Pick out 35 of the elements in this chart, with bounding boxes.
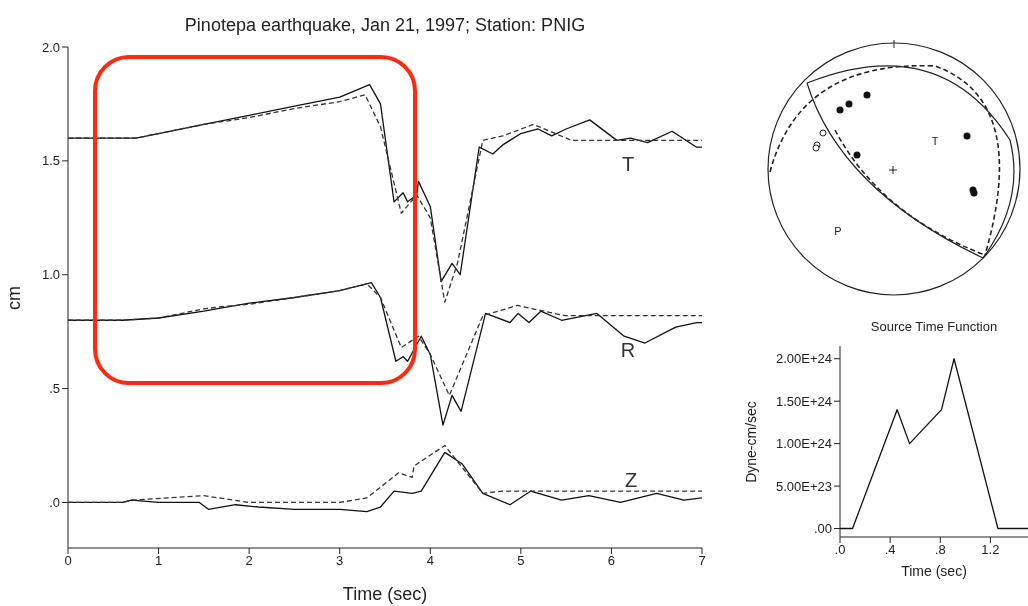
x-tick-label: .0: [834, 542, 846, 558]
line-series: [68, 444, 702, 504]
x-tick-label: 3: [336, 553, 344, 569]
chart-title: Pinotepa earthquake, Jan 21, 1997; Station: PNIG: [183, 15, 587, 36]
y-tick-label: 1.5: [41, 153, 60, 169]
y-tick-label: 1.50E+24: [775, 393, 832, 409]
x-tick-label: 4: [426, 553, 434, 569]
x-tick-label: 2: [245, 553, 253, 569]
y-tick-label: 2.0: [41, 39, 60, 55]
y-tick-label: 5.00E+23: [775, 478, 832, 494]
annotation: T: [621, 153, 635, 175]
x-tick-label: 1.2: [981, 542, 1000, 558]
x-tick-label: .4: [884, 542, 896, 558]
x-tick-label: 5: [517, 553, 525, 569]
y-tick-label: 1.00E+24: [775, 436, 832, 452]
y-tick-label: .00: [813, 521, 832, 537]
chart-title: Source Time Function: [869, 319, 999, 334]
annotation: Z: [624, 469, 638, 491]
text: T: [931, 135, 939, 147]
annotation: R: [620, 339, 636, 361]
y-tick-label: .5: [49, 381, 60, 397]
x-tick-label: 6: [607, 553, 616, 569]
x-axis-title: Time (sec): [900, 563, 968, 579]
text: P: [834, 225, 842, 237]
line-series: [68, 283, 702, 397]
y-axis-title: cm: [3, 285, 25, 310]
y-tick-label: .0: [49, 495, 60, 511]
x-tick-label: 0: [64, 553, 72, 569]
x-axis-title: Time (sec): [341, 584, 429, 605]
x-tick-label: 7: [698, 553, 706, 569]
y-axis-title: Dyne-cm/sec: [742, 400, 759, 483]
y-tick-label: 2.00E+24: [775, 351, 832, 367]
y-tick-label: 1.0: [41, 267, 60, 283]
x-tick-label: .8: [934, 542, 946, 558]
x-tick-label: 1: [154, 553, 163, 569]
